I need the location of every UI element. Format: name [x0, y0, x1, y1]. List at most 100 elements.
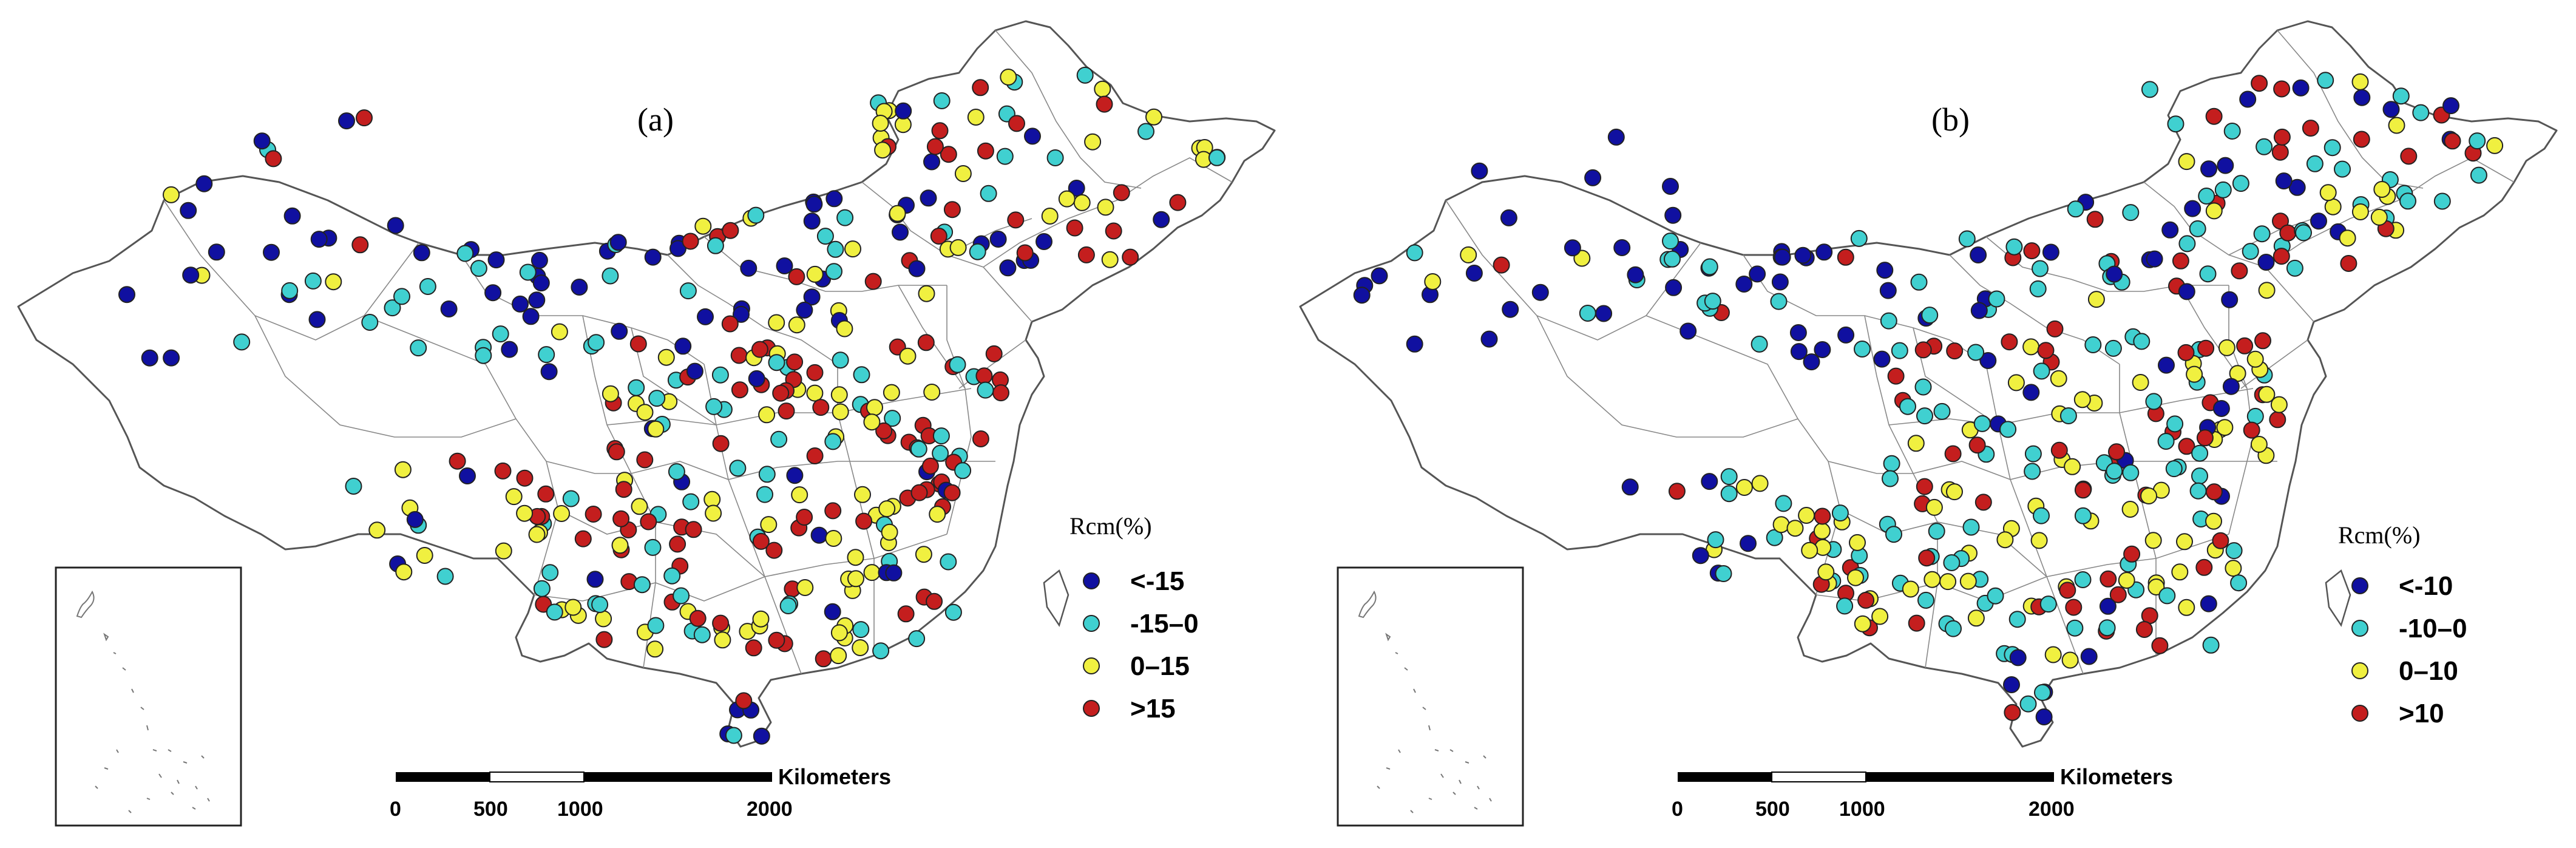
station-point [574, 530, 592, 548]
station-point [2230, 574, 2248, 592]
station-point [908, 260, 926, 277]
station-point [1837, 326, 1855, 344]
legend-a: Rcm(%) <-15 -15–0 0–15 >15 [1069, 512, 1199, 724]
station-point [2270, 396, 2288, 413]
station-point [2382, 101, 2400, 118]
station-point [2074, 481, 2092, 499]
station-point [2353, 89, 2371, 106]
station-point [2100, 570, 2117, 588]
station-point [2099, 597, 2117, 615]
station-point [532, 274, 550, 292]
station-point [2140, 487, 2158, 504]
station-point [2178, 235, 2196, 253]
station-point [682, 493, 700, 510]
station-point [449, 452, 466, 470]
station-point [595, 610, 612, 628]
station-point [2388, 117, 2405, 134]
station-point [972, 430, 989, 447]
station-point [855, 512, 873, 530]
station-point [631, 498, 648, 515]
station-point [1933, 402, 1951, 420]
station-point [751, 341, 768, 358]
station-point [2306, 155, 2323, 172]
station-point [832, 403, 849, 421]
inset-map-a [55, 566, 242, 827]
station-point [2167, 115, 2185, 133]
station-point [1066, 219, 1083, 237]
station-point [1849, 534, 1866, 551]
station-point [1720, 468, 1738, 486]
station-point [2030, 532, 2048, 549]
station-point [772, 384, 790, 402]
station-point [770, 430, 788, 448]
station-point [1704, 293, 1721, 310]
station-point [522, 308, 540, 325]
station-point [791, 486, 808, 504]
panel-b: (b) Rcm(%) <-10 -10–0 0–10 >10 Kilometer… [1299, 20, 2558, 827]
station-point [1880, 312, 1897, 330]
station-point [1007, 211, 1025, 229]
station-point [1836, 597, 1854, 615]
station-point [2133, 333, 2151, 350]
station-point [2005, 238, 2023, 256]
station-point [2292, 79, 2310, 97]
station-point [806, 364, 824, 381]
station-point [1945, 620, 1962, 637]
station-point [967, 109, 985, 126]
station-point [885, 564, 903, 582]
station-point [182, 266, 200, 284]
station-point [1817, 563, 1835, 581]
station-point [2037, 342, 2055, 359]
legend-label: 0–10 [2399, 656, 2458, 686]
station-point [2200, 160, 2217, 178]
station-point [562, 490, 580, 507]
station-point [2087, 291, 2105, 308]
station-point [2033, 507, 2050, 524]
station-point [2198, 188, 2215, 205]
station-point [208, 243, 225, 261]
station-point [2392, 87, 2410, 105]
station-point [338, 112, 355, 130]
station-point [788, 268, 805, 285]
station-point [875, 422, 893, 439]
legend-swatch [1083, 572, 1100, 589]
station-point [740, 259, 758, 277]
scale-tick: 2000 [2029, 798, 2075, 821]
station-point [1794, 246, 1812, 264]
station-point [2104, 339, 2122, 357]
station-point [2273, 248, 2290, 265]
station-point [2044, 646, 2062, 663]
station-point [2029, 280, 2047, 297]
panel-label-b: (b) [1931, 101, 1970, 138]
station-point [1353, 287, 1371, 304]
station-point [2353, 131, 2370, 148]
station-point [972, 79, 989, 97]
legend-swatch [2351, 705, 2368, 722]
station-point [2065, 599, 2083, 616]
station-point [1925, 498, 1943, 516]
station-point [1371, 267, 1388, 285]
station-point [2042, 243, 2059, 261]
station-point [2141, 81, 2158, 98]
station-point [2178, 153, 2195, 171]
station-point [2172, 252, 2189, 270]
station-point [824, 603, 841, 620]
scale-tick: 0 [1672, 798, 1683, 821]
station-point [1664, 206, 1682, 224]
station-point [752, 532, 770, 550]
station-point [1968, 436, 1986, 454]
station-point [406, 510, 424, 528]
station-point [712, 435, 730, 452]
station-point [852, 621, 870, 639]
station-point [832, 351, 849, 369]
station-point [2246, 350, 2264, 368]
station-point [2024, 445, 2042, 463]
station-point [756, 486, 773, 503]
station-point [1959, 572, 1977, 590]
station-point [2486, 137, 2504, 154]
legend-label: <-10 [2399, 571, 2453, 601]
station-point [1662, 178, 1679, 195]
station-point [892, 223, 909, 241]
station-point [612, 510, 630, 527]
station-point [1751, 475, 1769, 492]
